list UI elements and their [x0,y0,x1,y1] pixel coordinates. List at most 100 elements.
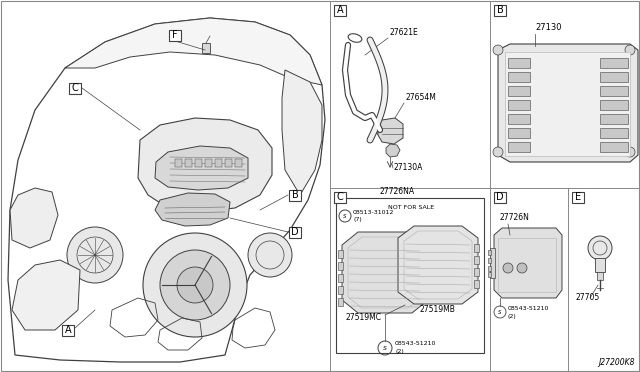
Polygon shape [342,232,428,313]
Bar [175,159,182,167]
Polygon shape [498,44,638,162]
Bar [600,142,628,152]
Polygon shape [386,144,400,157]
Text: (7): (7) [353,217,362,222]
Polygon shape [494,228,562,298]
Bar [488,266,491,271]
Bar [225,159,232,167]
Bar [62,324,74,336]
Circle shape [493,147,503,157]
Polygon shape [12,260,80,330]
Bar [508,114,530,124]
Text: 27726N: 27726N [500,213,530,222]
Bar [505,52,630,156]
Bar [205,159,212,167]
Bar [474,268,479,276]
Text: 27130: 27130 [535,23,561,32]
Bar [336,198,484,353]
Text: 08513-31012: 08513-31012 [353,210,394,215]
Text: S: S [383,346,387,350]
Bar [488,272,491,277]
Text: S: S [499,310,502,314]
Bar [202,43,210,53]
Polygon shape [282,70,322,195]
Bar [508,58,530,68]
Text: 27130A: 27130A [393,163,422,172]
Polygon shape [138,118,272,212]
Text: 27654M: 27654M [405,93,436,102]
Text: D: D [291,227,299,237]
Polygon shape [378,118,403,144]
Bar [195,159,202,167]
Text: E: E [575,192,581,202]
Bar [69,83,81,93]
Text: NOT FOR SALE: NOT FOR SALE [388,205,434,210]
Bar [474,256,479,264]
Circle shape [550,91,574,115]
Bar [338,250,343,258]
Bar [508,142,530,152]
Bar [338,286,343,294]
Bar [169,29,181,41]
Bar [508,86,530,96]
Bar [494,192,506,202]
Polygon shape [65,18,322,85]
Bar [600,72,628,82]
Bar [597,272,603,280]
Circle shape [530,71,594,135]
Text: (2): (2) [508,314,516,319]
Circle shape [378,341,392,355]
Circle shape [540,81,584,125]
Text: 27519MC: 27519MC [345,313,381,322]
Circle shape [588,236,612,260]
Text: A: A [337,5,343,15]
Bar [215,159,222,167]
Bar [508,128,530,138]
Text: D: D [496,192,504,202]
Text: J27200K8: J27200K8 [598,358,635,367]
Bar [508,72,530,82]
Bar [490,248,495,278]
Text: 27519MB: 27519MB [420,305,456,314]
Circle shape [503,263,513,273]
Bar [498,238,556,292]
Bar [185,159,192,167]
Bar [600,100,628,110]
Ellipse shape [375,121,385,135]
Bar [338,262,343,270]
Polygon shape [155,193,230,226]
Circle shape [625,147,635,157]
Bar [508,100,530,110]
Circle shape [160,250,230,320]
Polygon shape [155,146,248,190]
Text: C: C [337,192,344,202]
Bar [600,128,628,138]
Text: 27726NA: 27726NA [380,187,415,196]
Bar [338,298,343,306]
Text: F: F [172,30,178,40]
Circle shape [177,267,213,303]
Bar [572,192,584,202]
Circle shape [248,233,292,277]
Bar [488,250,491,255]
Circle shape [339,210,351,222]
Circle shape [494,306,506,318]
Text: 08543-51210: 08543-51210 [508,306,549,311]
Bar [338,274,343,282]
Text: 08543-51210: 08543-51210 [395,341,436,346]
Circle shape [143,233,247,337]
Circle shape [517,263,527,273]
Bar [494,4,506,16]
Text: B: B [292,190,298,200]
Text: 27621E: 27621E [390,28,419,37]
Bar [600,114,628,124]
Text: B: B [497,5,504,15]
Circle shape [67,227,123,283]
Circle shape [625,45,635,55]
Bar [289,227,301,237]
Bar [488,258,491,263]
Text: C: C [72,83,78,93]
Polygon shape [10,188,58,248]
Bar [289,189,301,201]
Bar [474,280,479,288]
